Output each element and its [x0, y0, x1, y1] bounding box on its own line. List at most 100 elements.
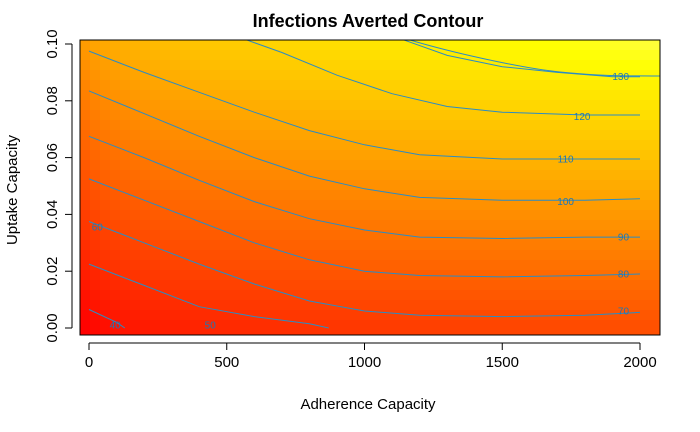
- heatmap-cell: [170, 130, 181, 141]
- heatmap-cell: [420, 70, 431, 81]
- heatmap-cell: [560, 80, 571, 91]
- heatmap-cell: [630, 160, 641, 171]
- heatmap-cell: [470, 270, 481, 281]
- heatmap-cell: [620, 160, 631, 171]
- heatmap-cell: [280, 170, 291, 181]
- heatmap-cell: [350, 250, 361, 261]
- heatmap-cell: [170, 80, 181, 91]
- heatmap-cell: [390, 250, 401, 261]
- heatmap-cell: [370, 260, 381, 271]
- heatmap-cell: [640, 210, 651, 221]
- heatmap-cell: [340, 140, 351, 151]
- heatmap-cell: [230, 60, 241, 71]
- heatmap-cell: [260, 100, 271, 111]
- heatmap-cell: [200, 80, 211, 91]
- heatmap-cell: [270, 130, 281, 141]
- heatmap-cell: [330, 100, 341, 111]
- heatmap-cell: [420, 40, 431, 51]
- heatmap-cell: [160, 260, 171, 271]
- heatmap-cell: [430, 320, 441, 331]
- heatmap-cell: [540, 250, 551, 261]
- heatmap-cell: [120, 150, 131, 161]
- heatmap-cell: [250, 140, 261, 151]
- heatmap-cell: [350, 160, 361, 171]
- heatmap-cell: [360, 70, 371, 81]
- heatmap-cell: [250, 320, 261, 331]
- heatmap-cell: [490, 240, 501, 251]
- heatmap-cell: [220, 60, 231, 71]
- heatmap-cell: [80, 240, 91, 251]
- heatmap-cell: [340, 180, 351, 191]
- heatmap-cell: [130, 330, 141, 335]
- heatmap-cell: [300, 80, 311, 91]
- heatmap-cell: [510, 310, 521, 321]
- heatmap-cell: [510, 220, 521, 231]
- heatmap-cell: [270, 60, 281, 71]
- heatmap-cell: [220, 270, 231, 281]
- heatmap-cell: [620, 190, 631, 201]
- heatmap-cell: [590, 210, 601, 221]
- heatmap-cell: [90, 270, 101, 281]
- heatmap-cell: [330, 180, 341, 191]
- heatmap-cell: [260, 290, 271, 301]
- heatmap-cell: [160, 90, 171, 101]
- heatmap-cell: [130, 100, 141, 111]
- heatmap-cell: [650, 180, 660, 191]
- heatmap-cell: [170, 150, 181, 161]
- heatmap-cell: [600, 210, 611, 221]
- heatmap-cell: [380, 80, 391, 91]
- heatmap-cell: [190, 320, 201, 331]
- heatmap-cell: [80, 330, 91, 335]
- heatmap-cell: [430, 100, 441, 111]
- heatmap-cell: [160, 230, 171, 241]
- heatmap-cell: [130, 40, 141, 51]
- heatmap-cell: [570, 320, 581, 331]
- heatmap-cell: [580, 190, 591, 201]
- heatmap-cell: [120, 260, 131, 271]
- heatmap-cell: [220, 130, 231, 141]
- heatmap-cell: [650, 50, 660, 61]
- heatmap-cell: [460, 200, 471, 211]
- contour-line-100: [88, 50, 640, 160]
- heatmap-cell: [250, 330, 261, 335]
- heatmap-cell: [410, 240, 421, 251]
- heatmap-cell: [170, 240, 181, 251]
- heatmap-cell: [450, 120, 461, 131]
- heatmap-cell: [80, 280, 91, 291]
- heatmap-cell: [470, 50, 481, 61]
- heatmap-cell: [110, 150, 121, 161]
- heatmap-cell: [260, 260, 271, 271]
- heatmap-cell: [310, 170, 321, 181]
- heatmap-cell: [100, 110, 111, 121]
- heatmap-cell: [410, 210, 421, 221]
- heatmap-cell: [530, 250, 541, 261]
- heatmap-cell: [240, 230, 251, 241]
- heatmap-cell: [560, 140, 571, 151]
- heatmap-cell: [400, 110, 411, 121]
- heatmap-cell: [270, 280, 281, 291]
- heatmap-cell: [250, 300, 261, 311]
- heatmap-cell: [230, 290, 241, 301]
- heatmap-cell: [500, 60, 511, 71]
- heatmap-cell: [260, 60, 271, 71]
- heatmap-cell: [320, 80, 331, 91]
- heatmap-cell: [520, 320, 531, 331]
- heatmap-cell: [630, 310, 641, 321]
- heatmap-cell: [340, 130, 351, 141]
- heatmap-cell: [460, 50, 471, 61]
- heatmap-cell: [340, 270, 351, 281]
- heatmap-cell: [280, 180, 291, 191]
- heatmap-cell: [200, 270, 211, 281]
- heatmap-cell: [580, 200, 591, 211]
- heatmap-cell: [470, 210, 481, 221]
- heatmap-cell: [250, 250, 261, 261]
- heatmap-cell: [190, 220, 201, 231]
- heatmap-cell: [370, 120, 381, 131]
- heatmap-cell: [620, 300, 631, 311]
- heatmap-cell: [260, 120, 271, 131]
- heatmap-cell: [440, 230, 451, 241]
- heatmap-cell: [480, 40, 491, 51]
- heatmap-cell: [600, 250, 611, 261]
- heatmap-cell: [90, 130, 101, 141]
- heatmap-cell: [590, 300, 601, 311]
